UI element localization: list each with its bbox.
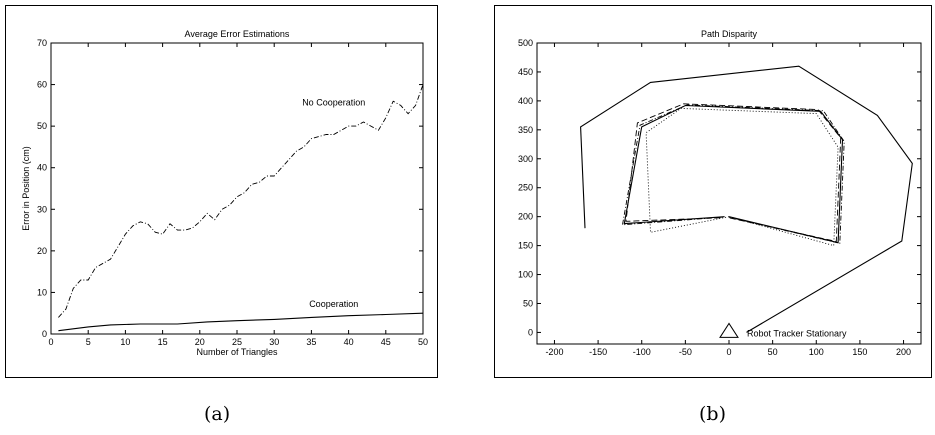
x-tick-label: 20 — [195, 337, 205, 347]
y-tick-label: 300 — [518, 154, 533, 164]
x-tick-label: 40 — [344, 337, 354, 347]
x-tick-label: 150 — [852, 347, 867, 357]
y-tick-label: 100 — [518, 270, 533, 280]
y-axis-label: Error in Position (cm) — [21, 146, 31, 231]
x-tick-label: 25 — [232, 337, 242, 347]
legend-label: Robot Tracker Stationary — [747, 328, 847, 338]
y-tick-label: 60 — [37, 80, 47, 90]
annotation-label-1: No Cooperation — [302, 97, 365, 107]
annotation-label-2: Cooperation — [309, 299, 358, 309]
y-tick-label: 250 — [518, 183, 533, 193]
y-tick-label: 0 — [528, 327, 533, 337]
robot-tracker-triangle-marker — [719, 322, 739, 338]
series-line-1 — [580, 65, 913, 333]
series-line-2 — [58, 312, 424, 332]
x-tick-label: 100 — [809, 347, 824, 357]
x-tick-label: 50 — [768, 347, 778, 357]
x-tick-label: 35 — [306, 337, 316, 347]
y-tick-label: 50 — [37, 121, 47, 131]
y-tick-label: 150 — [518, 241, 533, 251]
y-tick-label: 350 — [518, 125, 533, 135]
x-tick-label: 0 — [48, 337, 53, 347]
x-tick-label: 5 — [86, 337, 91, 347]
x-tick-label: 30 — [269, 337, 279, 347]
x-tick-label: -200 — [545, 347, 563, 357]
caption-b: (b) — [699, 403, 726, 425]
y-tick-label: 20 — [37, 246, 47, 256]
y-tick-label: 50 — [523, 298, 533, 308]
chart-title: Average Error Estimations — [185, 29, 290, 39]
y-tick-label: 30 — [37, 204, 47, 214]
y-tick-label: 450 — [518, 67, 533, 77]
x-tick-label: 10 — [120, 337, 130, 347]
series-line-2 — [623, 104, 844, 244]
x-tick-label: 15 — [158, 337, 168, 347]
series-line-5 — [645, 107, 839, 247]
y-tick-label: 400 — [518, 96, 533, 106]
x-tick-label: 0 — [726, 347, 731, 357]
plot-area-frame — [536, 42, 922, 345]
chart-panel-path-disparity: Path Disparity -200 -150 -100 -50 0 50 100 150 20… — [494, 5, 932, 378]
x-tick-label: -150 — [589, 347, 607, 357]
caption-a: (a) — [204, 403, 231, 425]
y-tick-label: 70 — [37, 38, 47, 48]
x-tick-label: -50 — [679, 347, 692, 357]
chart-path-disparity-svg: Path Disparity -200 -150 -100 -50 0 50 100 150 20… — [518, 29, 922, 357]
x-axis-label: Number of Triangles — [196, 347, 278, 357]
chart-average-error-svg: Average Error Estimations 0 5 10 15 20 25 30 35 4… — [21, 29, 428, 357]
y-tick-label: 200 — [518, 212, 533, 222]
x-tick-label: 45 — [381, 337, 391, 347]
y-tick-label: 0 — [42, 329, 47, 339]
series-line-3 — [625, 103, 842, 243]
plot-area-frame — [50, 42, 424, 335]
y-tick-label: 40 — [37, 163, 47, 173]
chart-panel-average-error: Average Error Estimations 0 5 10 15 20 25 30 35 4… — [5, 5, 438, 378]
x-tick-label: 50 — [418, 337, 428, 347]
y-tick-label: 10 — [37, 287, 47, 297]
series-line-1 — [58, 84, 424, 318]
x-tick-label: -100 — [633, 347, 651, 357]
series-line-4 — [621, 104, 845, 244]
y-tick-label: 500 — [518, 38, 533, 48]
x-tick-label: 200 — [896, 347, 911, 357]
chart-title: Path Disparity — [701, 29, 758, 39]
